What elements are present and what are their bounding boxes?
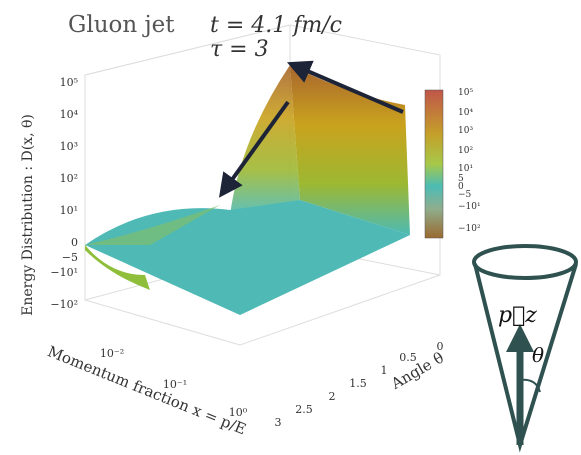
angle-tick-label: 3 bbox=[275, 416, 282, 429]
title: Gluon jet bbox=[68, 12, 175, 38]
angle-axis-label: Angle θ bbox=[387, 348, 447, 393]
angle-tick-label: 1.5 bbox=[349, 377, 367, 390]
x-tick-label: 10⁻² bbox=[100, 347, 124, 360]
z-tick-label: −10¹ bbox=[50, 266, 78, 279]
colorbar-tick-label: −10¹ bbox=[458, 202, 481, 212]
cone bbox=[472, 244, 578, 453]
colorbar-tick-label: 10² bbox=[458, 146, 473, 156]
colorbar-tick-label: 0 bbox=[458, 182, 464, 192]
arrows bbox=[218, 60, 404, 198]
x-tick-label: 10⁰ bbox=[229, 406, 248, 419]
z-tick-label: −10² bbox=[50, 298, 78, 311]
angle-label: θ bbox=[532, 343, 544, 367]
time: t = 4.1 fm/c bbox=[210, 13, 342, 38]
tau: τ = 3 bbox=[210, 37, 269, 62]
momentum-label: p⃗z bbox=[498, 303, 537, 328]
colorbar-tick-label: −10² bbox=[458, 224, 481, 234]
angle-tick-label: 0.5 bbox=[399, 351, 417, 364]
colorbar-tick-label: 5 bbox=[458, 174, 464, 184]
z-axis-label: Energy Distribution : D(x, θ) bbox=[20, 114, 36, 316]
z-tick-label: 10² bbox=[60, 172, 78, 185]
surface bbox=[85, 65, 410, 315]
colorbar-tick-label: 10⁴ bbox=[458, 108, 473, 118]
angle-tick-label: 2.5 bbox=[295, 403, 313, 416]
x-tick-label: 10⁻¹ bbox=[163, 378, 187, 391]
z-tick-label: 10¹ bbox=[60, 204, 78, 217]
colorbar-tick-label: −5 bbox=[458, 190, 472, 200]
z-tick-label: 10⁴ bbox=[60, 108, 79, 121]
z-tick-label: 10⁵ bbox=[60, 76, 78, 89]
angle-tick-label: 0 bbox=[437, 340, 444, 353]
z-tick-label: 0 bbox=[71, 236, 78, 249]
angle-tick-label: 1 bbox=[381, 364, 388, 377]
colorbar-tick-label: 10⁵ bbox=[458, 88, 473, 98]
z-tick-label: 10³ bbox=[60, 140, 78, 153]
z-tick-label: −5 bbox=[62, 251, 78, 264]
colorbar-tick-label: 10¹ bbox=[458, 164, 473, 174]
angle-tick-label: 2 bbox=[329, 390, 336, 403]
colorbar bbox=[424, 89, 444, 239]
colorbar-tick-label: 10³ bbox=[458, 126, 473, 136]
x-axis-label: Momentum fraction x = p/E bbox=[45, 342, 249, 438]
